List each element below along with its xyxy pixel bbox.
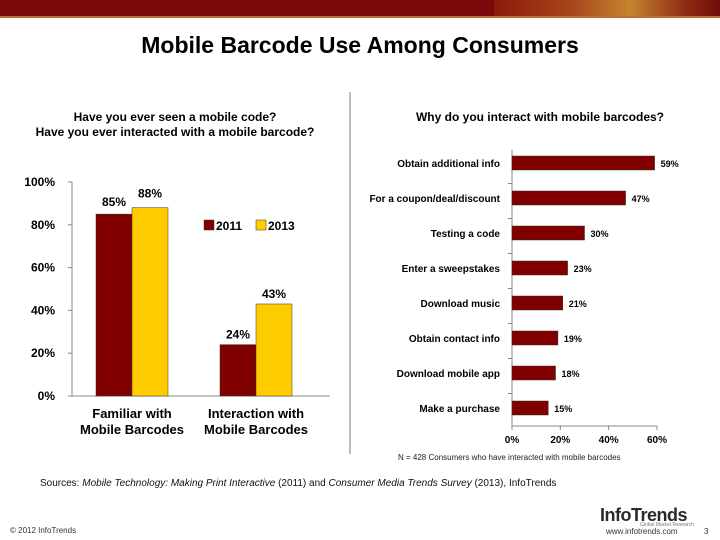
legend-swatch-2013 (255, 219, 267, 231)
category-label: Obtain contact info (409, 334, 500, 345)
bar (511, 365, 556, 381)
x-tick-label: 0% (505, 435, 520, 446)
category-label: Download mobile app (397, 369, 500, 380)
bar-2011 (219, 344, 257, 397)
y-tick-label: 40% (31, 303, 55, 317)
bar (511, 400, 549, 416)
bar-2013 (255, 303, 293, 397)
bar (511, 295, 563, 311)
page-number: 3 (704, 527, 709, 536)
bar (511, 190, 626, 206)
x-tick-label: 60% (647, 435, 667, 446)
bar (511, 225, 585, 241)
bar (511, 260, 568, 276)
category-label: Mobile Barcodes (80, 422, 184, 437)
legend-swatch-2011 (203, 219, 215, 231)
header-photo (494, 0, 720, 18)
copyright: © 2012 InfoTrends (10, 526, 77, 535)
right-bar-chart: Obtain additional info 59% For a coupon/de… (369, 150, 679, 446)
infotrends-logo: InfoTrends (600, 505, 688, 525)
category-label: Obtain additional info (397, 159, 500, 170)
legend-label-2013: 2013 (268, 219, 295, 233)
y-tick-label: 60% (31, 261, 55, 275)
y-tick-label: 20% (31, 346, 55, 360)
bar-data-label: 47% (632, 194, 650, 204)
bar-data-label: 19% (564, 334, 582, 344)
source-title-1: Mobile Technology: Making Print Interact… (82, 478, 276, 489)
category-label: Testing a code (431, 229, 501, 240)
sample-note: N = 428 Consumers who have interacted wi… (398, 453, 621, 462)
header-stripe (0, 16, 720, 18)
category-label: Mobile Barcodes (204, 422, 308, 437)
logo-tagline: Global Market Research (640, 522, 694, 528)
x-tick-label: 40% (599, 435, 619, 446)
category-label: Familiar with (92, 406, 172, 421)
bar-data-label: 23% (574, 264, 592, 274)
x-tick-label: 20% (550, 435, 570, 446)
y-tick-label: 0% (38, 389, 56, 403)
bar-data-label: 88% (138, 187, 162, 201)
bar-data-label: 59% (661, 159, 679, 169)
legend-label-2011: 2011 (216, 219, 242, 233)
bar (511, 155, 655, 171)
sources-mid: (2011) and (275, 478, 329, 489)
sources-suffix: (2013), InfoTrends (471, 478, 557, 489)
source-title-2: Consumer Media Trends Survey (328, 478, 472, 489)
left-bar-chart: 0%20%40%60%80%100%85%88%Familiar withMob… (24, 175, 330, 437)
category-label: Enter a sweepstakes (402, 264, 501, 275)
sources-prefix: Sources: (40, 478, 83, 489)
category-label: For a coupon/deal/discount (369, 194, 500, 205)
slide-title: Mobile Barcode Use Among Consumers (141, 32, 579, 58)
category-label: Make a purchase (419, 404, 500, 415)
category-label: Download music (421, 299, 501, 310)
website-url: www.infotrends.com (606, 527, 678, 536)
chart-divider (349, 92, 351, 454)
header-band (0, 0, 720, 18)
left-chart-title-line-1: Have you ever seen a mobile code? (73, 110, 277, 124)
left-chart-title-line-2: Have you ever interacted with a mobile b… (35, 125, 315, 139)
y-tick-label: 100% (24, 175, 55, 189)
bar-data-label: 21% (569, 299, 587, 309)
bar-data-label: 15% (554, 404, 572, 414)
category-label: Interaction with (208, 406, 304, 421)
right-chart-title: Why do you interact with mobile barcodes… (415, 110, 665, 124)
bar-2013 (131, 207, 169, 397)
bar-data-label: 18% (562, 369, 580, 379)
bar-data-label: 24% (226, 328, 250, 342)
y-tick-label: 80% (31, 218, 55, 232)
bar (511, 330, 559, 346)
bar-data-label: 30% (591, 229, 609, 239)
sources-line: Sources: Mobile Technology: Making Print… (40, 478, 556, 489)
bar-data-label: 85% (102, 195, 126, 209)
bar-data-label: 43% (262, 287, 286, 301)
bar-2011 (95, 213, 133, 397)
